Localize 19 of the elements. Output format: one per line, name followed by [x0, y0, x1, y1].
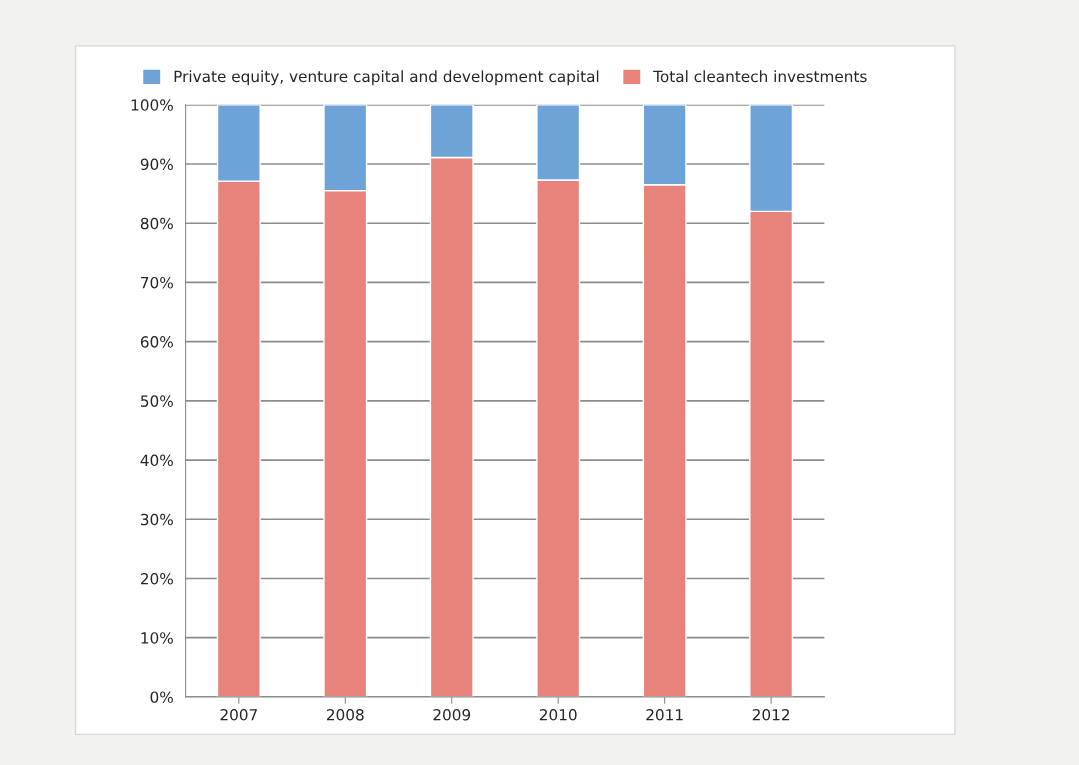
x-tick-label: 2012 — [752, 708, 790, 721]
legend-label: Private equity, venture capital and development capital — [174, 70, 599, 86]
y-tick-label: 70% — [141, 276, 173, 289]
y-tick-label: 90% — [140, 158, 173, 171]
legend-label: Total cleantech investments — [653, 70, 867, 83]
y-tick-label: 60% — [140, 336, 173, 348]
x-tick-label: 2007 — [220, 708, 257, 721]
y-tick-label: 80% — [140, 217, 173, 230]
x-tick-label: 2010 — [539, 708, 577, 721]
x-tick-label: 2009 — [433, 708, 471, 721]
x-tick-label: 2008 — [326, 708, 364, 721]
x-tick-label: 2011 — [646, 708, 683, 721]
y-tick-label: 20% — [140, 572, 173, 585]
y-tick-label: 40% — [140, 454, 173, 467]
y-tick-label: 100% — [131, 99, 173, 111]
y-tick-label: 50% — [141, 395, 173, 407]
y-tick-label: 10% — [141, 632, 173, 644]
y-tick-label: 30% — [140, 513, 173, 526]
y-tick-label: 0% — [150, 691, 173, 703]
